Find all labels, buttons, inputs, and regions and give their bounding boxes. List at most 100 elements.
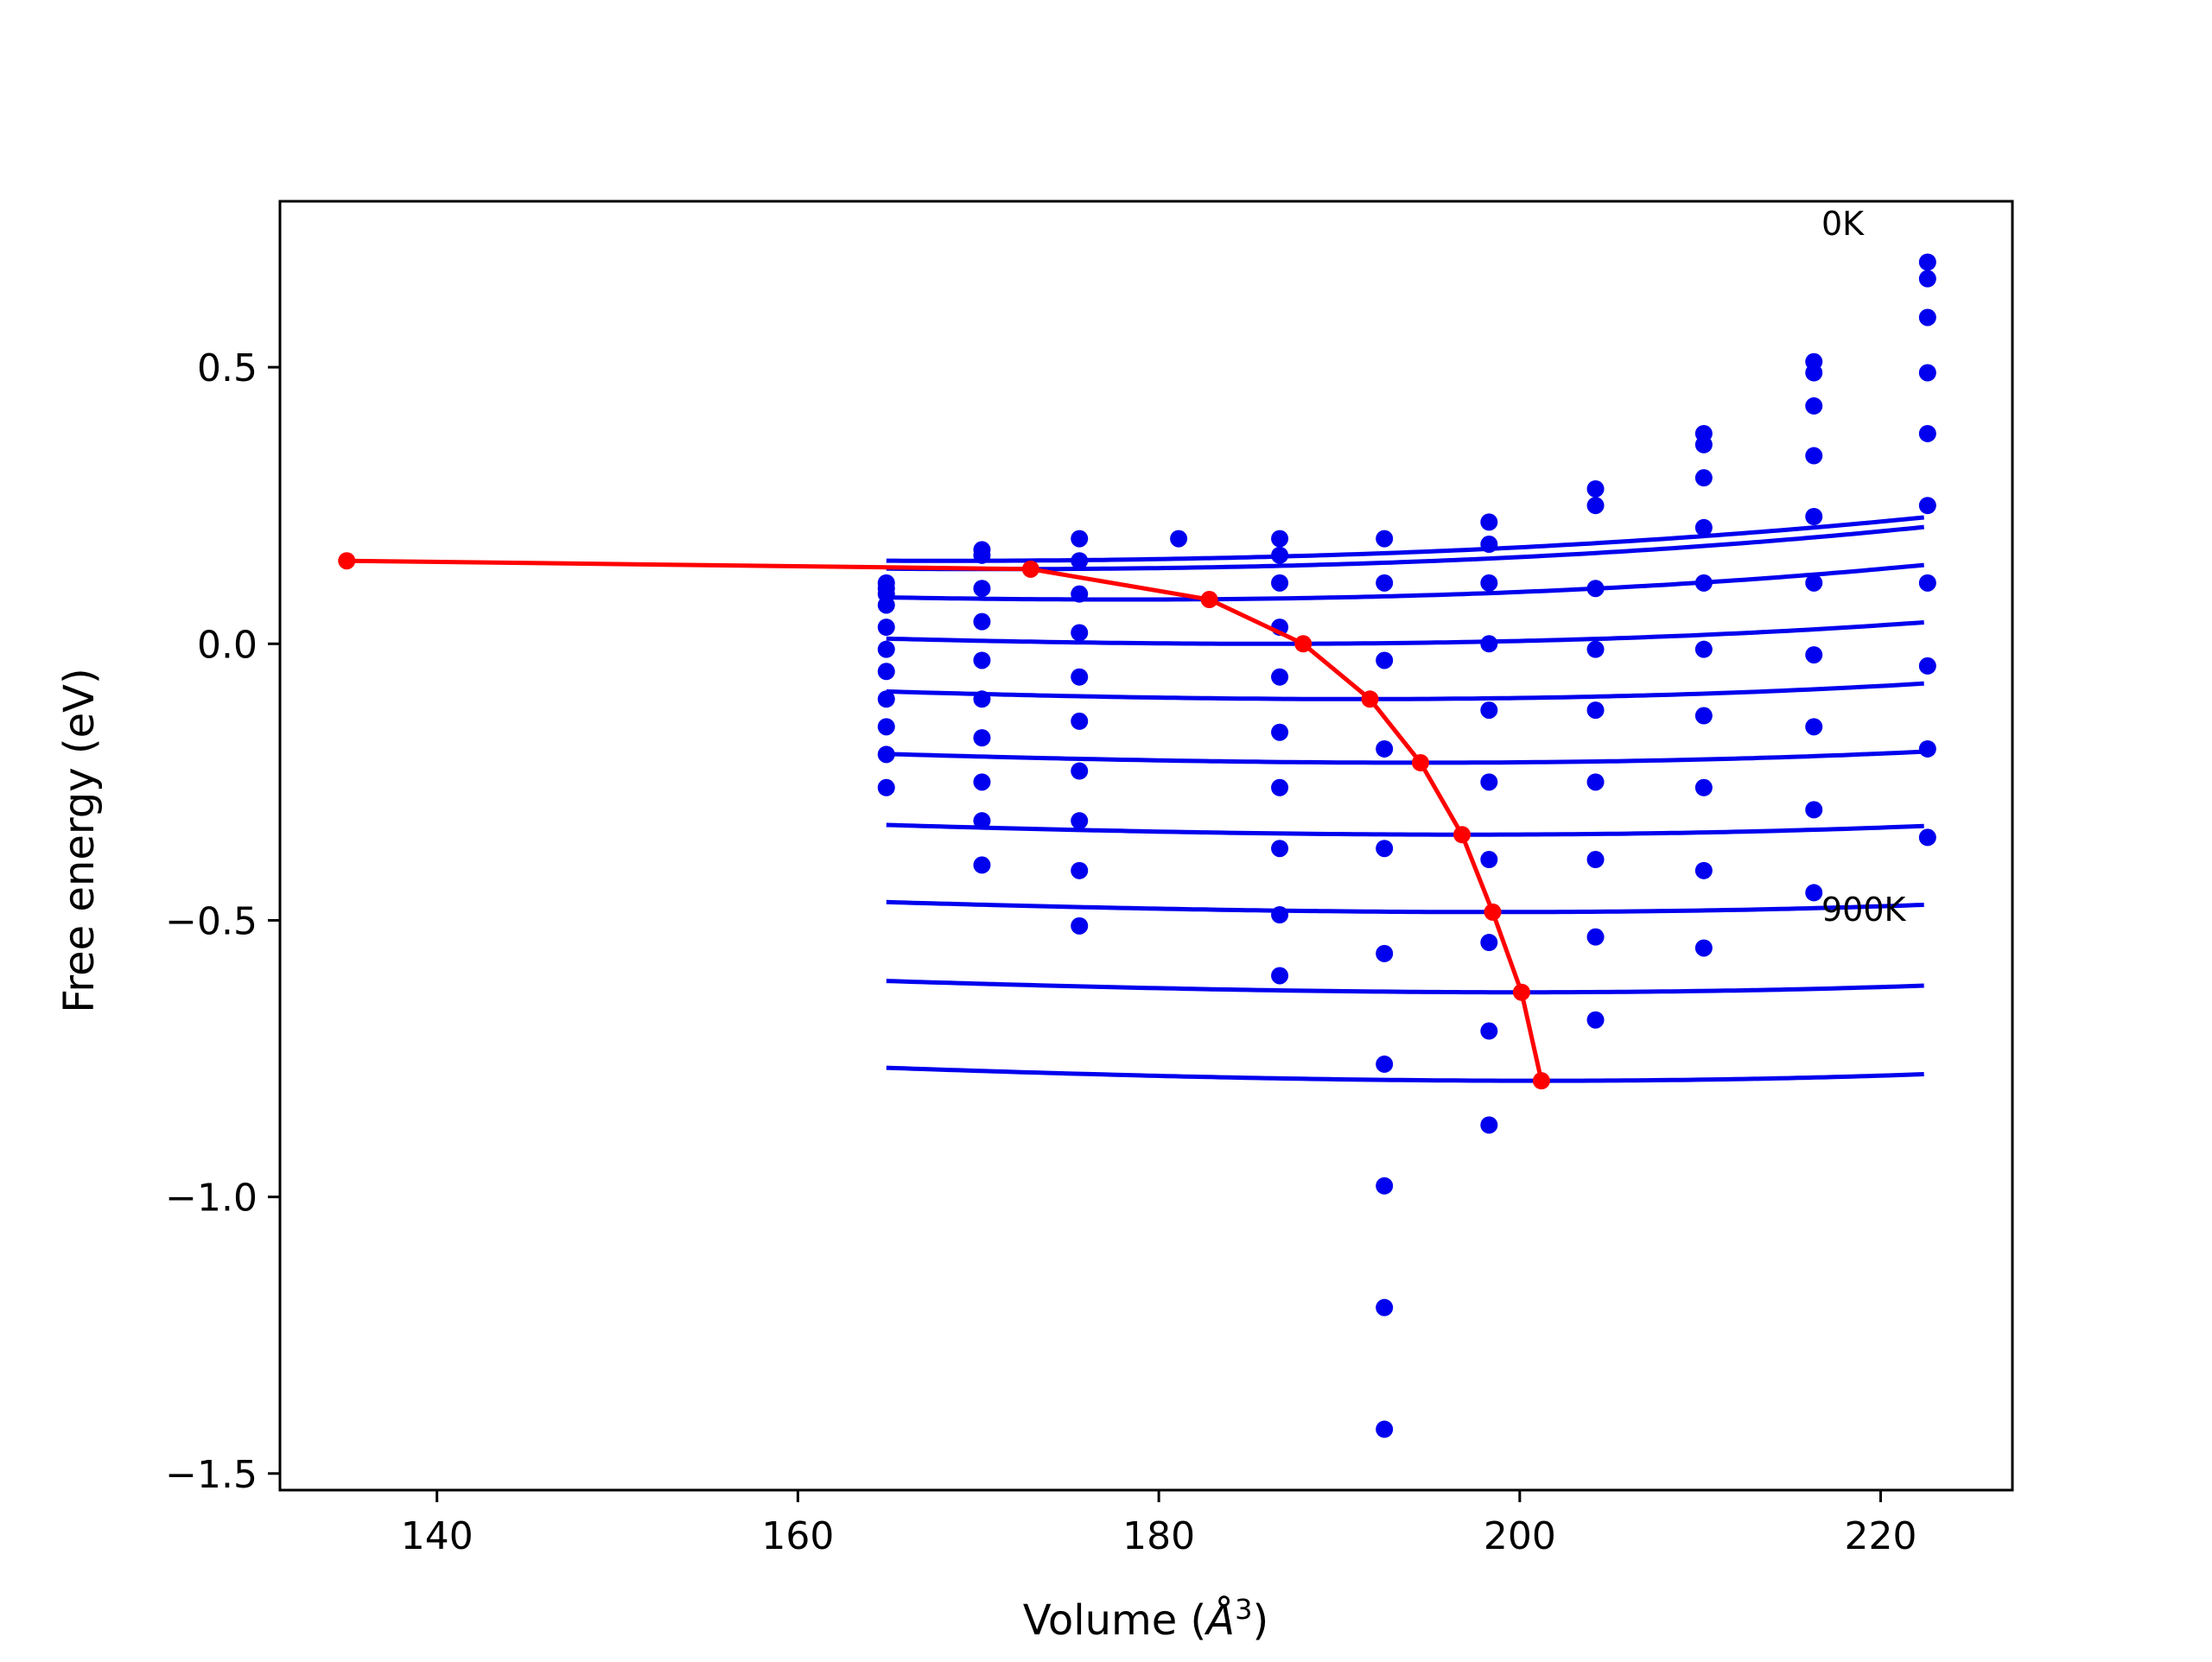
data-point [1586, 773, 1605, 791]
data-point [1480, 574, 1498, 592]
min-path-point [1484, 903, 1502, 921]
data-point [1805, 396, 1823, 415]
data-point [973, 546, 991, 564]
y-axis-ticks: 0.5 0.0 −0.5 −1.0 −1.5 [165, 346, 280, 1497]
data-point [1918, 308, 1936, 327]
min-path-point [338, 552, 356, 570]
data-point [973, 729, 991, 747]
data-point [1586, 479, 1605, 498]
data-point [1480, 701, 1498, 720]
data-point [1480, 513, 1498, 531]
data-point [973, 773, 991, 791]
min-path-point [1411, 753, 1429, 771]
data-point [1271, 530, 1289, 548]
data-point [1071, 585, 1089, 603]
data-point [1071, 668, 1089, 686]
data-point [877, 618, 895, 637]
data-point [1071, 812, 1089, 830]
data-point [1694, 778, 1713, 796]
min-path-point [1452, 826, 1471, 844]
data-point [1918, 253, 1936, 271]
data-point [1586, 851, 1605, 869]
plot-frame [278, 200, 2014, 1492]
data-point [1918, 270, 1936, 288]
data-point [1805, 718, 1823, 736]
fit-curve-0 [886, 515, 1924, 563]
data-points [877, 253, 1936, 1438]
min-path-line [346, 558, 1544, 1082]
data-point [1271, 840, 1289, 858]
data-point [1694, 574, 1713, 592]
data-point [1586, 497, 1605, 515]
data-point [1071, 624, 1089, 642]
x-tick-label: 160 [761, 1514, 834, 1558]
data-point [1271, 574, 1289, 592]
y-tick-label: −1.5 [165, 1453, 257, 1497]
data-point [1918, 657, 1936, 675]
data-point [973, 580, 991, 598]
data-point [1918, 574, 1936, 592]
data-point [1805, 507, 1823, 525]
fit-curve-2 [886, 562, 1924, 602]
data-point [1376, 530, 1394, 548]
min-path-point [1294, 635, 1313, 653]
data-point [1071, 917, 1089, 935]
data-point [973, 612, 991, 631]
data-point [1271, 668, 1289, 686]
data-point [1071, 712, 1089, 730]
min-path-point [1021, 560, 1039, 578]
data-point [1480, 1116, 1498, 1134]
fit-curve-1 [886, 524, 1924, 572]
data-point [877, 596, 895, 614]
x-tick-label: 140 [401, 1514, 474, 1558]
data-point [1376, 1055, 1394, 1073]
data-point [1376, 651, 1394, 669]
data-point [877, 663, 895, 681]
data-point [1694, 939, 1713, 957]
data-point [1805, 447, 1823, 465]
data-point [1694, 518, 1713, 536]
data-point [1376, 1420, 1394, 1438]
y-axis-label: Free energy (eV) [55, 668, 104, 1012]
fit-curve-8 [886, 979, 1924, 995]
data-point [1071, 861, 1089, 879]
data-point [1071, 552, 1089, 570]
data-point [1271, 967, 1289, 985]
data-point [1480, 635, 1498, 653]
x-tick-label: 200 [1484, 1514, 1556, 1558]
fit-curve-5 [886, 749, 1924, 765]
data-point [1694, 435, 1713, 454]
x-axis-label: Volume (Å3) [1023, 1593, 1268, 1645]
data-point [1271, 546, 1289, 564]
data-point [1805, 884, 1823, 902]
data-point [1805, 801, 1823, 819]
data-point [1694, 861, 1713, 879]
data-point [1918, 424, 1936, 442]
annotation-900k: 900K [1821, 891, 1907, 929]
data-point [877, 718, 895, 736]
data-point [1694, 640, 1713, 658]
data-point [1918, 497, 1936, 515]
data-point [1376, 1298, 1394, 1316]
data-point [1586, 928, 1605, 946]
min-path-point [1532, 1072, 1550, 1090]
data-point [1918, 364, 1936, 382]
data-point [877, 640, 895, 658]
x-tick-label: 180 [1122, 1514, 1195, 1558]
data-point [1805, 574, 1823, 592]
data-point [1271, 778, 1289, 796]
data-point [1376, 840, 1394, 858]
data-point [1805, 364, 1823, 382]
x-axis-ticks: 140 160 180 200 220 [401, 1490, 1917, 1558]
fit-curve-6 [886, 822, 1924, 837]
y-tick-label: 0.0 [197, 623, 257, 667]
data-point [973, 651, 991, 669]
data-point [1376, 574, 1394, 592]
fit-curve-4 [886, 681, 1924, 701]
data-point [877, 690, 895, 708]
fit-curves [886, 515, 1924, 1083]
data-point [1480, 536, 1498, 554]
data-point [1586, 640, 1605, 658]
y-tick-label: −1.0 [165, 1177, 257, 1221]
